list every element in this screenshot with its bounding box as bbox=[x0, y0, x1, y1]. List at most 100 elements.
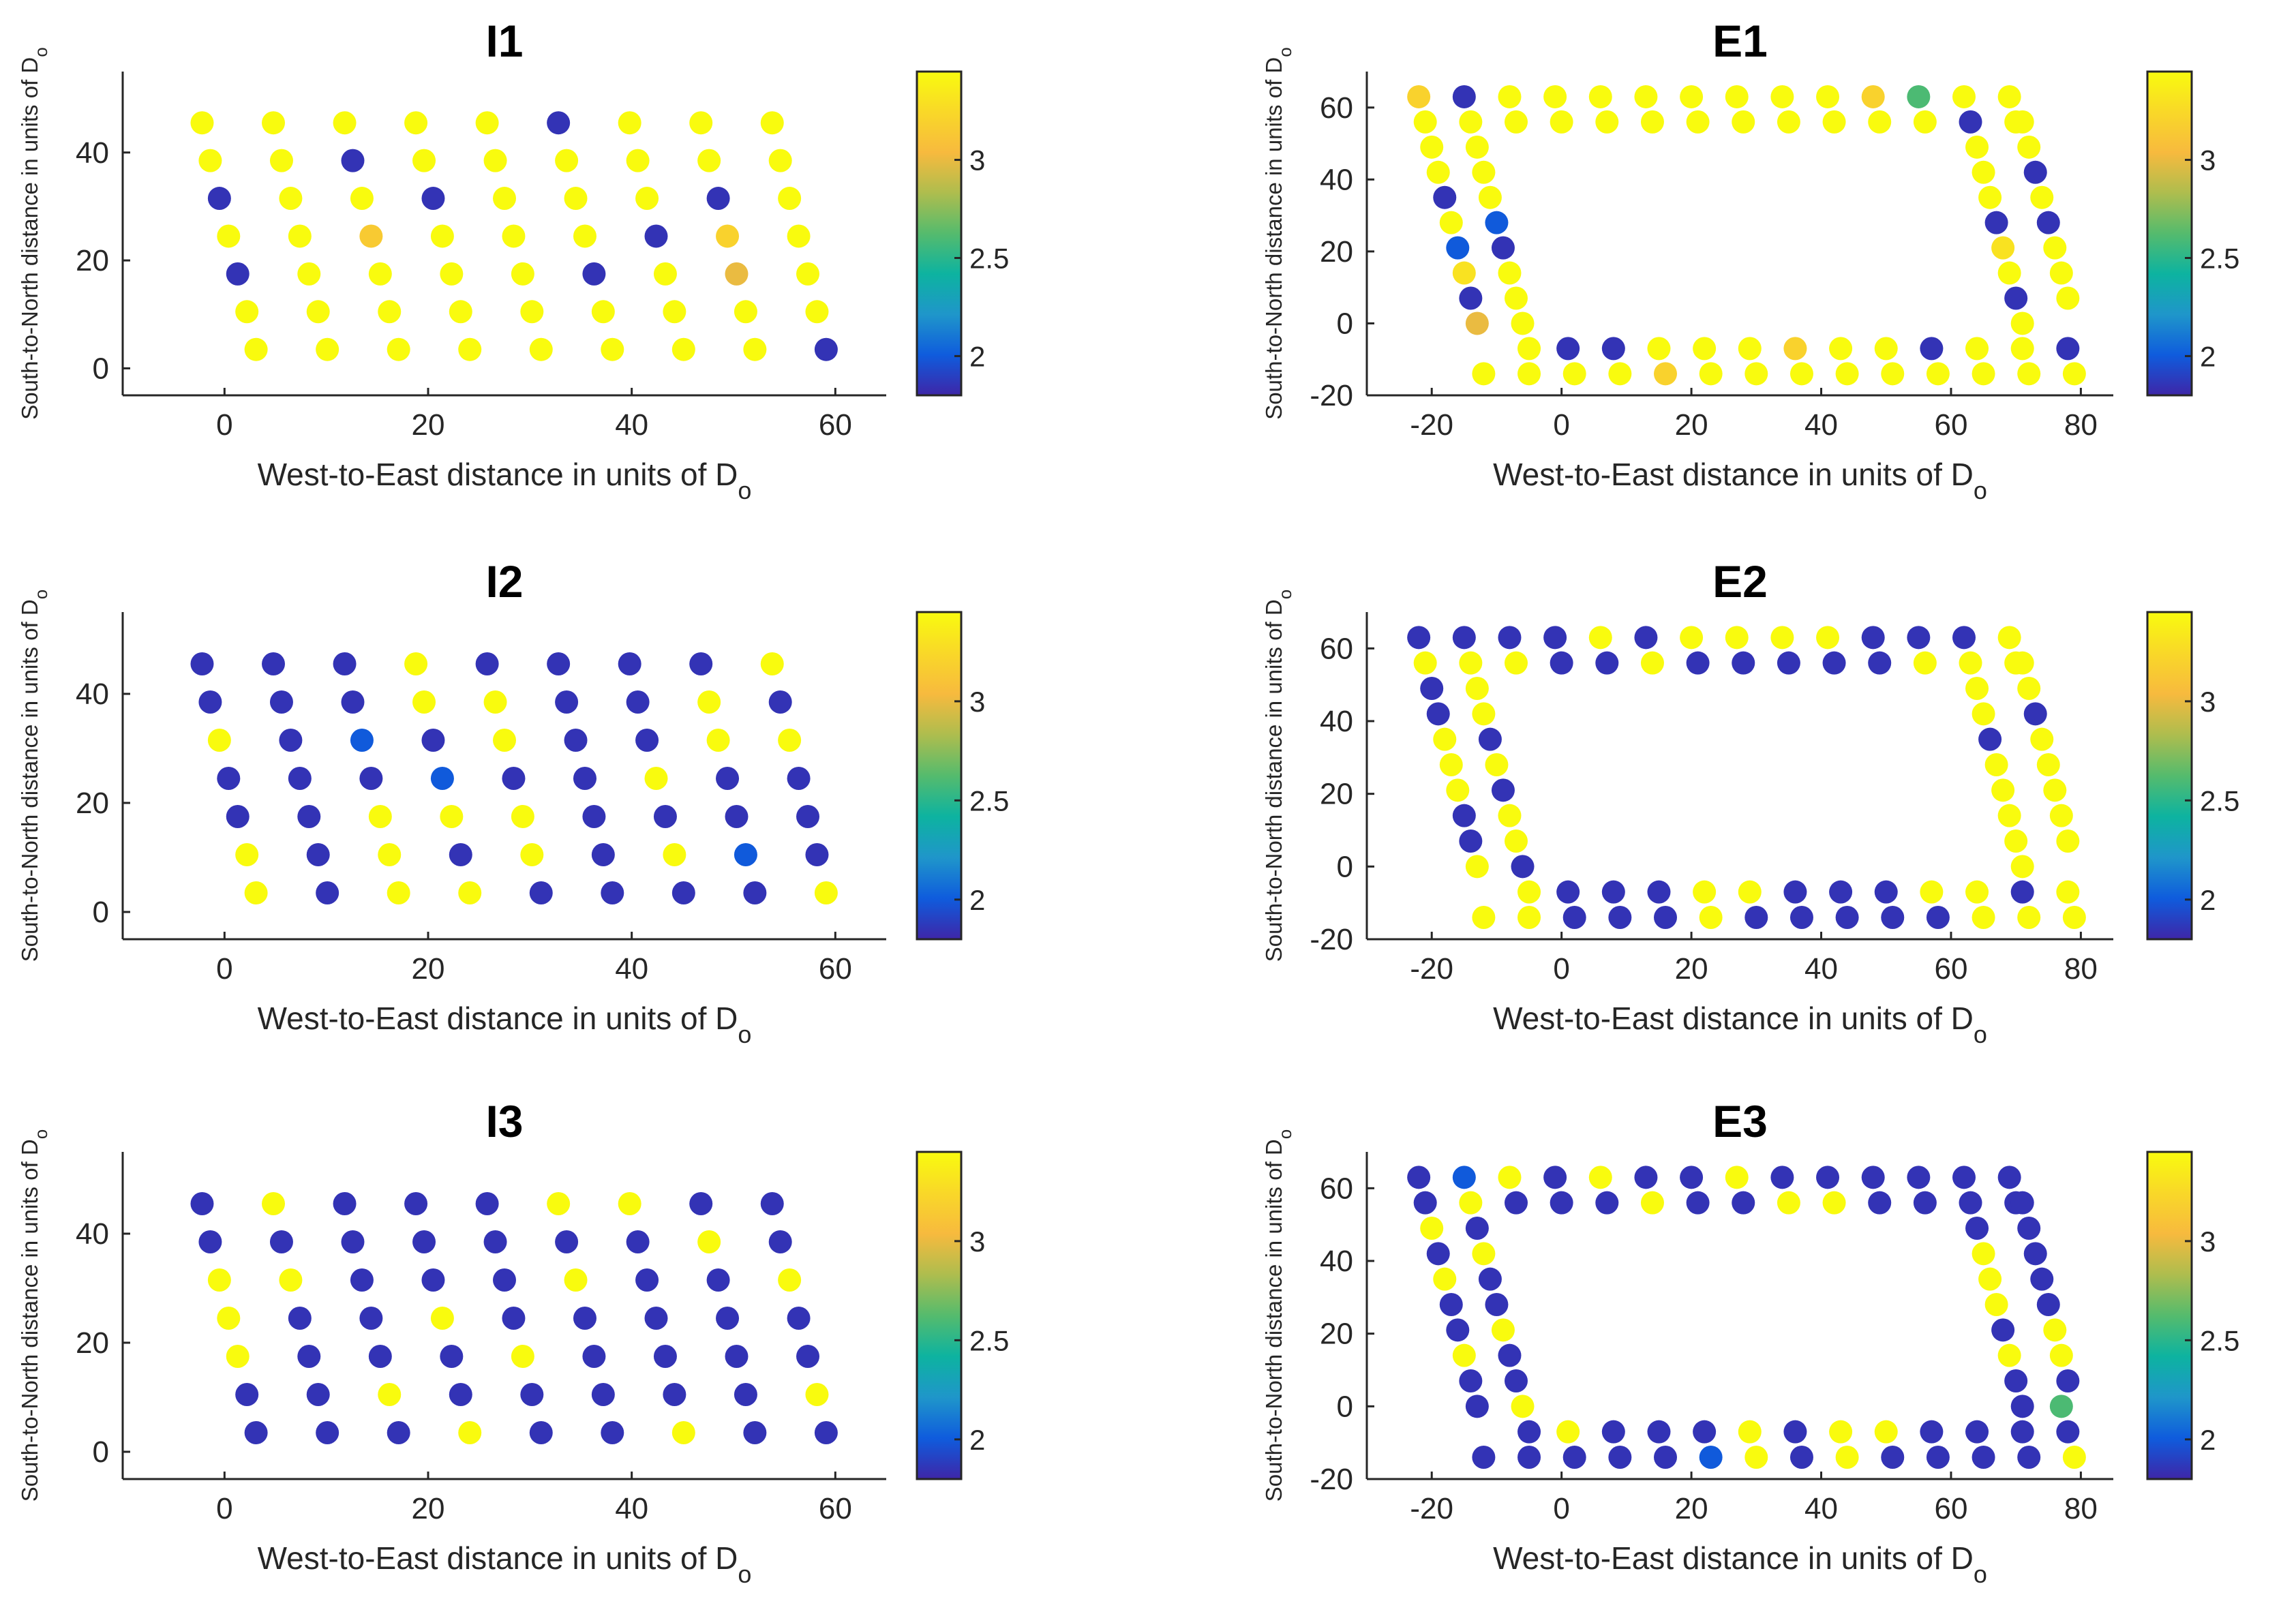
data-point bbox=[404, 652, 428, 675]
data-point bbox=[1725, 85, 1749, 108]
colorbar-tick-label: 2.5 bbox=[2200, 785, 2239, 817]
data-point bbox=[787, 224, 811, 248]
y-tick-label: 20 bbox=[1320, 235, 1353, 269]
data-point bbox=[1601, 1420, 1625, 1444]
data-point bbox=[1498, 85, 1522, 108]
data-point bbox=[618, 111, 641, 135]
data-point bbox=[1972, 1446, 1995, 1469]
data-point bbox=[279, 187, 303, 211]
data-point bbox=[306, 843, 330, 866]
data-point bbox=[412, 149, 436, 172]
data-point bbox=[430, 767, 454, 790]
data-point bbox=[1543, 85, 1567, 108]
data-point bbox=[1972, 906, 1995, 929]
data-point bbox=[440, 262, 464, 286]
data-point bbox=[573, 767, 596, 790]
colorbar bbox=[2146, 611, 2193, 941]
data-point bbox=[1413, 1191, 1437, 1215]
data-point bbox=[1744, 906, 1768, 929]
data-point bbox=[1959, 1191, 1982, 1215]
data-point bbox=[1926, 1446, 1950, 1469]
data-point bbox=[618, 652, 641, 675]
data-point bbox=[430, 224, 454, 248]
x-axis-label-text: West-to-East distance in units of D bbox=[1493, 457, 1974, 492]
x-tick-label: 20 bbox=[1675, 952, 1708, 986]
data-point bbox=[2036, 753, 2060, 776]
data-point bbox=[1699, 906, 1723, 929]
x-tick-label: 80 bbox=[2064, 952, 2098, 986]
data-point bbox=[1498, 1166, 1522, 1189]
data-point bbox=[1472, 702, 1496, 726]
colorbar-tick-label: 3 bbox=[969, 144, 985, 177]
data-point bbox=[1452, 804, 1476, 827]
data-point bbox=[475, 111, 499, 135]
data-point bbox=[1972, 702, 1995, 726]
y-tick-label: 20 bbox=[76, 1326, 109, 1360]
colorbar-tick-label: 2 bbox=[2200, 340, 2216, 372]
data-point bbox=[1426, 702, 1450, 726]
data-point bbox=[697, 1230, 721, 1253]
data-point bbox=[244, 1421, 268, 1444]
y-tick-label: 20 bbox=[76, 244, 109, 277]
data-point bbox=[1505, 651, 1528, 675]
data-point bbox=[297, 805, 321, 828]
data-point bbox=[1634, 626, 1658, 650]
x-tick-label: 60 bbox=[819, 952, 852, 986]
data-point bbox=[1789, 362, 1813, 386]
data-point bbox=[1472, 906, 1496, 929]
chart-title: E3 bbox=[1712, 1096, 1768, 1146]
data-point bbox=[591, 300, 615, 324]
data-point bbox=[1738, 880, 1762, 904]
x-tick-label: 40 bbox=[615, 952, 648, 986]
data-point bbox=[1505, 829, 1528, 853]
y-axis-label-subscript: o bbox=[31, 590, 51, 599]
x-tick-label: 20 bbox=[412, 1492, 445, 1525]
data-point bbox=[404, 1192, 428, 1215]
chart-title: I3 bbox=[485, 1096, 523, 1146]
data-point bbox=[1789, 906, 1813, 929]
data-point bbox=[279, 1268, 303, 1292]
colorbar bbox=[916, 611, 963, 941]
data-point bbox=[1420, 677, 1444, 700]
data-point bbox=[288, 1307, 312, 1330]
data-point bbox=[1686, 1191, 1710, 1215]
data-point bbox=[1478, 185, 1502, 209]
data-point bbox=[1997, 85, 2021, 108]
x-tick-label: 0 bbox=[216, 952, 232, 986]
data-point bbox=[475, 652, 499, 675]
data-point bbox=[1965, 1420, 1989, 1444]
data-point bbox=[734, 843, 757, 866]
data-point bbox=[449, 843, 472, 866]
data-point bbox=[805, 1383, 829, 1406]
data-point bbox=[716, 767, 740, 790]
data-point bbox=[778, 1268, 802, 1292]
data-point bbox=[217, 224, 241, 248]
data-point bbox=[1595, 651, 1619, 675]
data-point bbox=[520, 843, 544, 866]
x-tick-label: 80 bbox=[2064, 408, 2098, 442]
x-tick-label: 40 bbox=[615, 1492, 648, 1525]
data-point bbox=[1913, 110, 1937, 134]
data-point bbox=[1426, 160, 1450, 184]
y-axis-label-text: South-to-North distance in units of D bbox=[17, 57, 42, 420]
data-point bbox=[564, 1268, 588, 1292]
data-point bbox=[778, 729, 802, 752]
colorbar-tick-label: 2 bbox=[2200, 884, 2216, 916]
data-point bbox=[235, 843, 259, 866]
x-tick-label: -20 bbox=[1410, 952, 1453, 986]
data-point bbox=[449, 300, 472, 324]
chart-panel-e2: -20 0 20 40 60 80 -20 0 20 40 60 E2 West-to-East dis… bbox=[1261, 556, 2239, 1048]
data-point bbox=[1907, 1166, 1931, 1189]
data-point bbox=[1511, 1395, 1535, 1418]
data-point bbox=[2004, 1369, 2028, 1392]
data-point bbox=[768, 690, 792, 714]
data-point bbox=[644, 224, 668, 248]
data-point bbox=[1472, 160, 1496, 184]
y-tick-label: -20 bbox=[1310, 379, 1353, 412]
x-axis-label-subscript: o bbox=[1974, 1020, 1987, 1048]
data-point bbox=[653, 1345, 677, 1368]
data-point bbox=[387, 881, 410, 904]
data-point bbox=[316, 1421, 339, 1444]
data-point bbox=[1420, 135, 1444, 159]
y-tick-label: 60 bbox=[1320, 632, 1353, 665]
